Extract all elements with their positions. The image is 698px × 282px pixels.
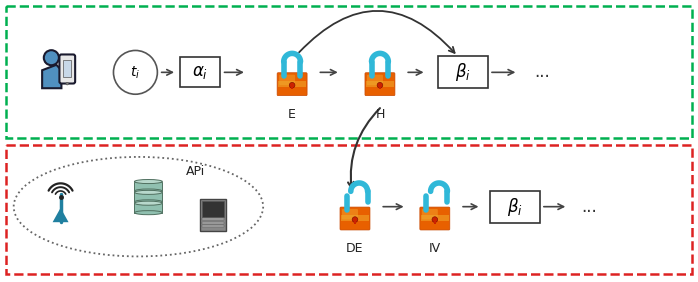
Text: $t_i$: $t_i$ bbox=[131, 64, 140, 81]
Ellipse shape bbox=[135, 211, 163, 215]
FancyBboxPatch shape bbox=[291, 85, 293, 89]
FancyBboxPatch shape bbox=[202, 226, 224, 227]
FancyBboxPatch shape bbox=[277, 73, 307, 96]
Text: E: E bbox=[288, 108, 296, 121]
FancyBboxPatch shape bbox=[490, 191, 540, 222]
Text: $\beta_i$: $\beta_i$ bbox=[455, 61, 470, 83]
FancyBboxPatch shape bbox=[438, 56, 488, 88]
FancyBboxPatch shape bbox=[135, 182, 163, 191]
FancyBboxPatch shape bbox=[135, 203, 163, 213]
Text: IV: IV bbox=[429, 242, 441, 255]
FancyBboxPatch shape bbox=[200, 199, 226, 231]
Text: $\alpha_i$: $\alpha_i$ bbox=[192, 64, 209, 81]
FancyBboxPatch shape bbox=[342, 209, 358, 219]
Ellipse shape bbox=[135, 189, 163, 193]
Circle shape bbox=[289, 82, 295, 88]
FancyBboxPatch shape bbox=[420, 207, 450, 230]
FancyBboxPatch shape bbox=[202, 201, 224, 217]
Circle shape bbox=[66, 82, 68, 85]
Text: DE: DE bbox=[346, 242, 364, 255]
FancyBboxPatch shape bbox=[365, 73, 395, 96]
Ellipse shape bbox=[135, 190, 163, 194]
FancyBboxPatch shape bbox=[63, 60, 71, 76]
Circle shape bbox=[114, 50, 157, 94]
Ellipse shape bbox=[135, 201, 163, 205]
FancyBboxPatch shape bbox=[202, 222, 224, 224]
FancyBboxPatch shape bbox=[59, 54, 75, 83]
Text: $\beta_i$: $\beta_i$ bbox=[507, 196, 523, 218]
Circle shape bbox=[44, 50, 59, 65]
Text: H: H bbox=[376, 108, 385, 121]
FancyBboxPatch shape bbox=[341, 215, 369, 221]
Polygon shape bbox=[42, 65, 61, 88]
Polygon shape bbox=[52, 208, 68, 222]
FancyBboxPatch shape bbox=[366, 81, 394, 87]
FancyBboxPatch shape bbox=[354, 220, 356, 224]
Ellipse shape bbox=[135, 200, 163, 204]
Text: ...: ... bbox=[581, 198, 597, 216]
Circle shape bbox=[377, 82, 383, 88]
FancyBboxPatch shape bbox=[433, 220, 436, 224]
Circle shape bbox=[432, 217, 438, 222]
Circle shape bbox=[352, 217, 358, 222]
FancyBboxPatch shape bbox=[278, 81, 306, 87]
FancyBboxPatch shape bbox=[421, 215, 449, 221]
Text: APi: APi bbox=[186, 165, 205, 178]
FancyBboxPatch shape bbox=[379, 85, 381, 89]
FancyBboxPatch shape bbox=[279, 75, 295, 85]
FancyBboxPatch shape bbox=[180, 58, 221, 87]
FancyBboxPatch shape bbox=[202, 218, 224, 220]
FancyBboxPatch shape bbox=[367, 75, 383, 85]
FancyBboxPatch shape bbox=[340, 207, 370, 230]
FancyBboxPatch shape bbox=[422, 209, 438, 219]
FancyBboxPatch shape bbox=[135, 192, 163, 202]
Ellipse shape bbox=[135, 180, 163, 184]
Text: ...: ... bbox=[535, 63, 551, 81]
